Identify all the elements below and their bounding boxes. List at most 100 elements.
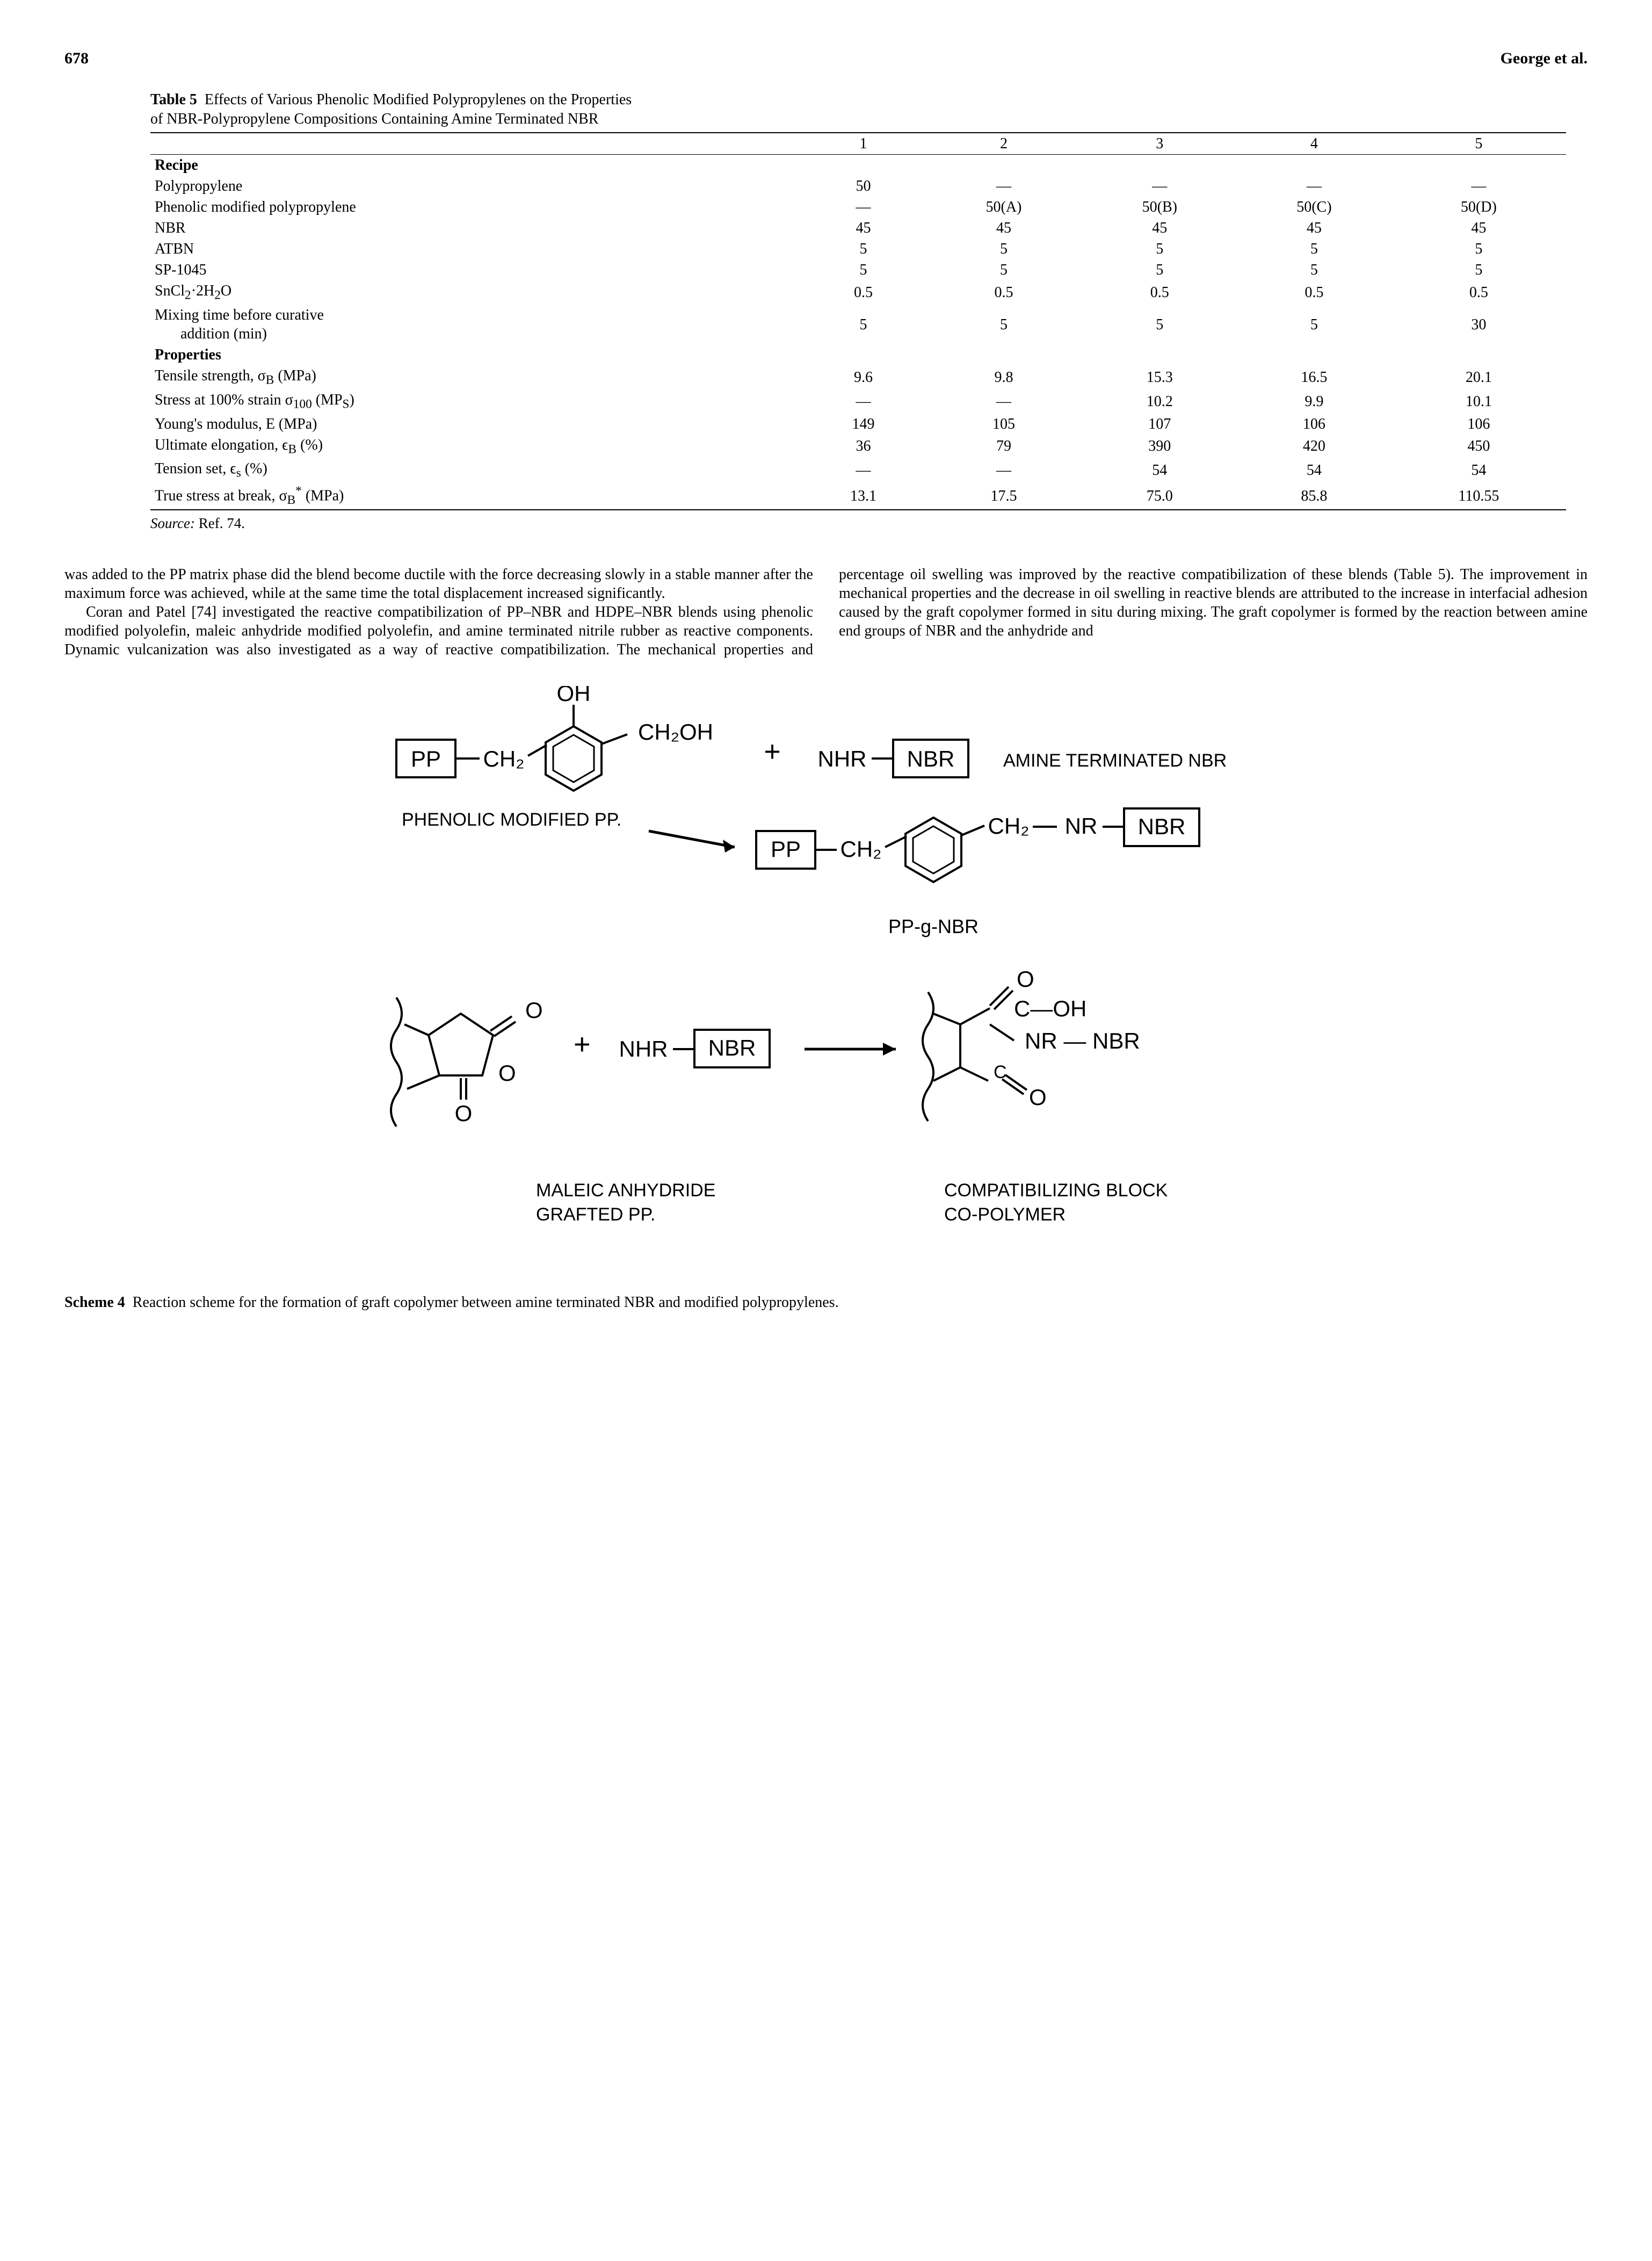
table-5: Table 5 Effects of Various Phenolic Modi… bbox=[150, 90, 1566, 511]
cell: 15.3 bbox=[1082, 365, 1237, 389]
label-nbr: NBR bbox=[907, 746, 955, 771]
table-row: Phenolic modified polypropylene—50(A)50(… bbox=[150, 197, 1566, 218]
label-nbr: NBR bbox=[708, 1035, 756, 1060]
cell: 5 bbox=[1082, 305, 1237, 344]
cell: 390 bbox=[1082, 435, 1237, 459]
cell: 0.5 bbox=[1237, 280, 1392, 305]
plus-icon: + bbox=[764, 735, 781, 768]
table-section-row: Recipe bbox=[150, 155, 1566, 176]
table-header-row: 12345 bbox=[150, 133, 1566, 155]
cell: 10.2 bbox=[1082, 389, 1237, 414]
cell: 9.8 bbox=[925, 365, 1082, 389]
cell: 5 bbox=[802, 259, 925, 280]
cell: — bbox=[1237, 176, 1392, 197]
body-text: was added to the PP matrix phase did the… bbox=[64, 565, 1588, 659]
label-o: O bbox=[455, 1101, 473, 1126]
cell: 54 bbox=[1392, 458, 1566, 482]
cell: 0.5 bbox=[925, 280, 1082, 305]
table-row: Ultimate elongation, ϵB (%)3679390420450 bbox=[150, 435, 1566, 459]
cell: — bbox=[802, 458, 925, 482]
cell: 5 bbox=[1392, 239, 1566, 259]
cell: — bbox=[1082, 176, 1237, 197]
row-label: Ultimate elongation, ϵB (%) bbox=[150, 435, 802, 459]
cell: — bbox=[1392, 176, 1566, 197]
cell: 9.9 bbox=[1237, 389, 1392, 414]
cell: 20.1 bbox=[1392, 365, 1566, 389]
cell: 5 bbox=[1082, 239, 1237, 259]
label-ch2oh: CH₂OH bbox=[638, 719, 713, 745]
cell: 5 bbox=[1237, 259, 1392, 280]
table-section-heading: Recipe bbox=[150, 155, 1566, 176]
cell: 5 bbox=[925, 259, 1082, 280]
cell: — bbox=[925, 176, 1082, 197]
cell: 0.5 bbox=[802, 280, 925, 305]
cell: 450 bbox=[1392, 435, 1566, 459]
label-nbr: NBR bbox=[1138, 814, 1186, 839]
table-section-row: Properties bbox=[150, 344, 1566, 365]
table-row: Stress at 100% strain σ100 (MPS)——10.29.… bbox=[150, 389, 1566, 414]
label-nr-nbr: NR — NBR bbox=[1025, 1028, 1140, 1053]
col-header: 2 bbox=[925, 133, 1082, 155]
table-row: Young's modulus, E (MPa)149105107106106 bbox=[150, 414, 1566, 435]
row-label: ATBN bbox=[150, 239, 802, 259]
table-row: Tension set, ϵs (%)——545454 bbox=[150, 458, 1566, 482]
cell: 16.5 bbox=[1237, 365, 1392, 389]
cell: 50(C) bbox=[1237, 197, 1392, 218]
table-row: True stress at break, σB* (MPa)13.117.57… bbox=[150, 482, 1566, 510]
label-compat2: CO-POLYMER bbox=[944, 1204, 1066, 1225]
cell: 45 bbox=[1392, 218, 1566, 239]
cell: — bbox=[925, 458, 1082, 482]
cell: 79 bbox=[925, 435, 1082, 459]
row-label: SnCl2·2H2O bbox=[150, 280, 802, 305]
cell: 45 bbox=[1237, 218, 1392, 239]
label-o: O bbox=[498, 1060, 516, 1086]
cell: 45 bbox=[1082, 218, 1237, 239]
scheme-caption-text: Reaction scheme for the formation of gra… bbox=[133, 1294, 839, 1311]
cell: 9.6 bbox=[802, 365, 925, 389]
paragraph: was added to the PP matrix phase did the… bbox=[64, 565, 813, 603]
col-header: 5 bbox=[1392, 133, 1566, 155]
source-label: Source: bbox=[150, 515, 195, 531]
cell: 45 bbox=[925, 218, 1082, 239]
page-number: 678 bbox=[64, 48, 89, 69]
cell: — bbox=[802, 389, 925, 414]
label-grafted: GRAFTED PP. bbox=[536, 1204, 655, 1225]
col-header: 3 bbox=[1082, 133, 1237, 155]
row-label: Young's modulus, E (MPa) bbox=[150, 414, 802, 435]
scheme-4-figure: PP CH₂ OH CH₂OH + NHR NBR AMINE TERMINAT… bbox=[235, 686, 1417, 1277]
cell: 0.5 bbox=[1392, 280, 1566, 305]
cell: 85.8 bbox=[1237, 482, 1392, 510]
row-label: Phenolic modified polypropylene bbox=[150, 197, 802, 218]
cell: 420 bbox=[1237, 435, 1392, 459]
label-oh: OH bbox=[557, 686, 591, 706]
cell: 10.1 bbox=[1392, 389, 1566, 414]
table-row: Tensile strength, σB (MPa)9.69.815.316.5… bbox=[150, 365, 1566, 389]
cell: 13.1 bbox=[802, 482, 925, 510]
label-ch2: CH₂ bbox=[841, 836, 882, 862]
label-compat1: COMPATIBILIZING BLOCK bbox=[944, 1180, 1168, 1201]
label-coh: C—OH bbox=[1014, 996, 1086, 1021]
cell: 45 bbox=[802, 218, 925, 239]
table-row: Mixing time before curativeaddition (min… bbox=[150, 305, 1566, 344]
table-caption: Table 5 Effects of Various Phenolic Modi… bbox=[150, 90, 1566, 129]
row-label: True stress at break, σB* (MPa) bbox=[150, 482, 802, 510]
label-amine-nbr: AMINE TERMINATED NBR bbox=[1003, 750, 1227, 771]
cell: — bbox=[802, 197, 925, 218]
label-o: O bbox=[1017, 966, 1034, 992]
table-row: SP-104555555 bbox=[150, 259, 1566, 280]
cell: 36 bbox=[802, 435, 925, 459]
row-label: SP-1045 bbox=[150, 259, 802, 280]
cell: 54 bbox=[1237, 458, 1392, 482]
label-pp: PP bbox=[411, 746, 441, 771]
label-o: O bbox=[1029, 1085, 1047, 1110]
label-nr: NR bbox=[1065, 813, 1098, 839]
col-header-blank bbox=[150, 133, 802, 155]
label-pp: PP bbox=[771, 836, 801, 862]
cell: 50(B) bbox=[1082, 197, 1237, 218]
table-title-line1: Effects of Various Phenolic Modified Pol… bbox=[205, 91, 632, 108]
cell: 105 bbox=[925, 414, 1082, 435]
cell: 5 bbox=[1392, 259, 1566, 280]
svg-text:C: C bbox=[994, 1062, 1007, 1082]
cell: — bbox=[925, 389, 1082, 414]
row-label: NBR bbox=[150, 218, 802, 239]
